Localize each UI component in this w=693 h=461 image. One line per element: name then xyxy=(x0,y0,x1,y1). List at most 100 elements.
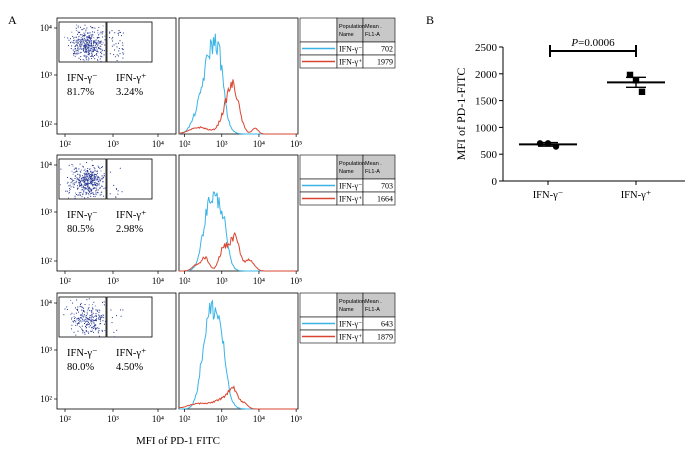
event-dot xyxy=(82,175,84,177)
event-dot xyxy=(94,174,95,176)
event-dot xyxy=(91,189,93,191)
legend-name: IFN-γ⁻ xyxy=(339,182,362,191)
event-dot xyxy=(102,320,104,322)
event-dot xyxy=(92,175,94,177)
event-dot xyxy=(93,301,95,303)
event-dot xyxy=(122,49,124,51)
event-dot xyxy=(101,178,103,180)
legend-header-name-line2: Name xyxy=(339,32,354,38)
event-dot xyxy=(89,190,90,192)
event-dot xyxy=(96,310,98,312)
event-dot xyxy=(87,172,89,174)
event-dot xyxy=(77,185,79,187)
legend-header-name-line2: Name xyxy=(339,307,354,313)
event-dot xyxy=(93,187,94,189)
event-dot xyxy=(89,176,91,178)
event-dot xyxy=(94,40,96,42)
legend-header-mean xyxy=(362,292,396,318)
event-dot xyxy=(96,41,98,43)
event-dot xyxy=(76,45,78,47)
legend-header-name-line1: Population xyxy=(339,299,365,305)
event-dot xyxy=(74,167,76,169)
event-dot xyxy=(89,37,91,39)
event-dot xyxy=(81,314,83,316)
event-dot xyxy=(97,32,99,34)
histogram-x-tick-label: 10³ xyxy=(216,139,228,149)
dot-plot-y-tick-label: 10⁴ xyxy=(40,23,52,33)
legend-table: Population Name Mean . FL1-A IFN-γ⁻ 702 IFN-γ⁺… xyxy=(299,17,396,69)
event-dot xyxy=(94,305,96,307)
event-dot xyxy=(84,187,86,189)
event-dot xyxy=(73,171,75,173)
event-dot xyxy=(70,38,71,40)
event-dot xyxy=(78,179,80,181)
event-dot xyxy=(91,27,93,28)
histogram-ifn-gamma-positive xyxy=(179,231,298,272)
panel-a-label: A xyxy=(8,13,17,27)
event-dot xyxy=(79,195,81,196)
legend-mean-value: 702 xyxy=(381,45,393,54)
event-dot xyxy=(78,319,80,321)
event-dot xyxy=(86,183,88,185)
event-dot xyxy=(94,182,96,184)
event-dot xyxy=(74,197,76,199)
event-dot xyxy=(86,189,88,191)
event-dot xyxy=(71,31,73,33)
legend-header-blank xyxy=(299,154,338,180)
event-dot xyxy=(84,181,86,183)
event-dot xyxy=(76,177,78,179)
event-dot xyxy=(101,315,103,317)
event-dot xyxy=(82,36,84,38)
legend-name: IFN-γ⁻ xyxy=(339,45,362,54)
event-dot xyxy=(88,319,90,321)
event-dot xyxy=(95,190,97,192)
event-dot xyxy=(76,44,78,45)
event-dot xyxy=(79,186,81,187)
event-dot xyxy=(114,49,115,51)
event-dot xyxy=(70,299,72,301)
event-dot xyxy=(74,317,76,318)
event-dot xyxy=(88,46,90,48)
legend-name: IFN-γ⁺ xyxy=(339,58,362,67)
event-dot xyxy=(76,194,77,195)
event-dot xyxy=(91,310,93,312)
event-dot xyxy=(80,175,82,177)
event-dot xyxy=(92,192,94,194)
event-dot xyxy=(78,42,79,44)
event-dot xyxy=(118,48,120,49)
event-dot xyxy=(78,35,80,37)
event-dot xyxy=(89,40,91,42)
event-dot xyxy=(100,170,102,172)
event-dot xyxy=(87,174,89,176)
event-dot xyxy=(92,180,94,182)
event-dot xyxy=(90,39,92,41)
event-dot xyxy=(109,31,111,33)
event-dot xyxy=(117,33,119,34)
event-dot xyxy=(96,46,98,47)
event-dot xyxy=(75,307,76,309)
event-dot xyxy=(78,183,80,185)
event-dot xyxy=(102,301,103,303)
event-dot xyxy=(104,320,106,322)
event-dot xyxy=(80,26,81,28)
event-dot xyxy=(101,316,103,318)
event-dot xyxy=(90,195,92,197)
event-dot xyxy=(104,44,106,46)
event-dot xyxy=(77,37,79,39)
event-dot xyxy=(77,179,79,181)
event-dot xyxy=(94,324,96,326)
event-dot xyxy=(87,36,89,38)
event-dot xyxy=(97,40,99,42)
event-dot xyxy=(98,166,100,168)
event-dot xyxy=(91,47,93,49)
event-dot xyxy=(89,317,90,319)
event-dot xyxy=(72,41,74,43)
event-dot xyxy=(85,176,87,178)
event-dot xyxy=(80,34,82,35)
event-dot xyxy=(90,325,92,327)
dot-plot-y-tick-label: 10⁴ xyxy=(40,298,52,308)
event-dot xyxy=(84,172,86,174)
event-dot xyxy=(60,168,62,170)
event-dot xyxy=(94,58,96,60)
event-dot xyxy=(91,55,93,57)
